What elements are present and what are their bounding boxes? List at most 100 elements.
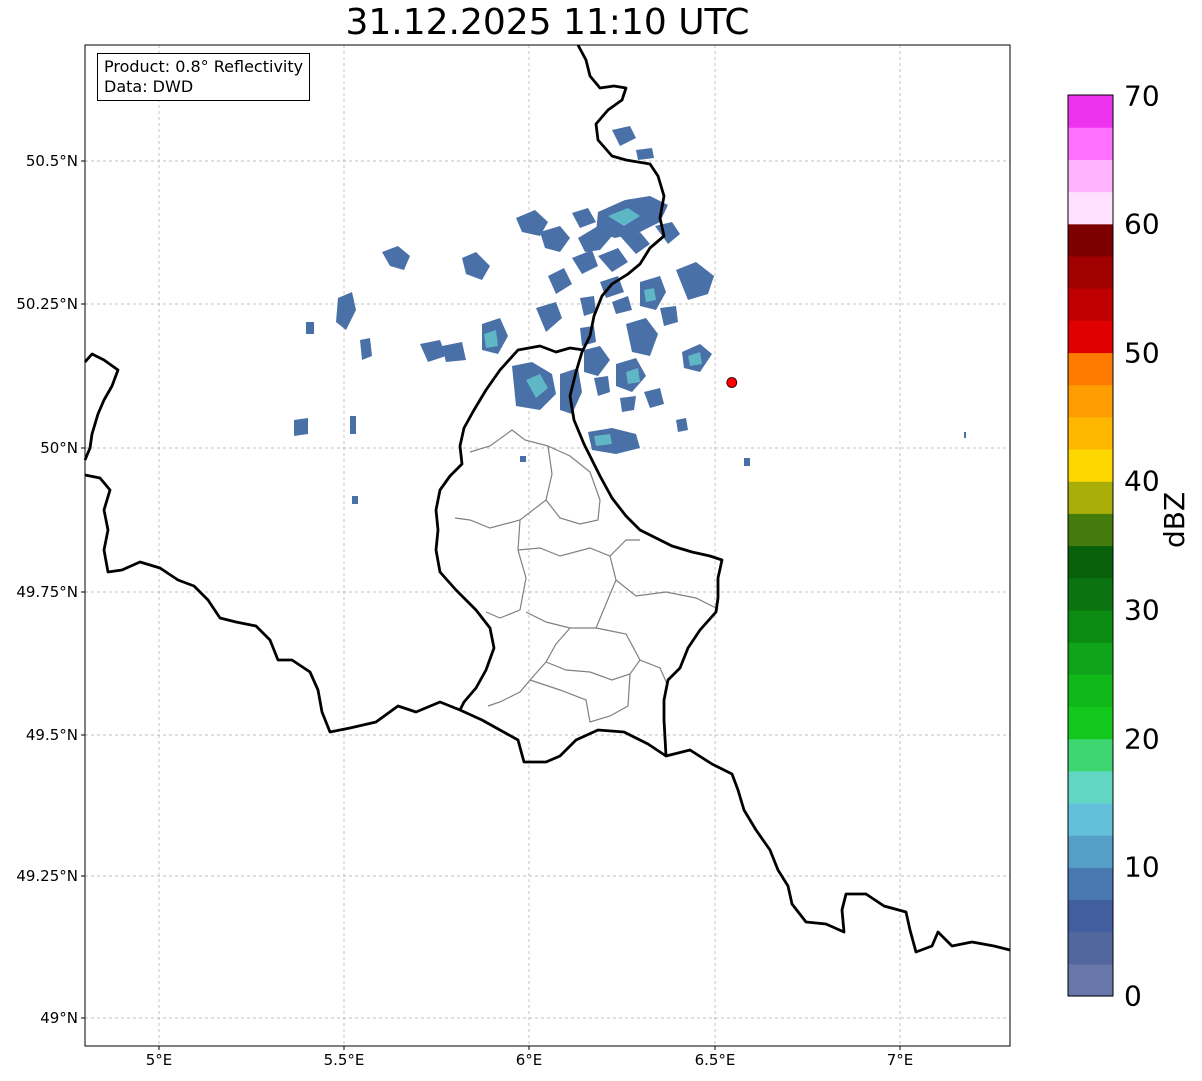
border-segment [84,473,1011,954]
echo-cell [516,210,548,236]
y-tick-label: 49.5°N [25,726,78,744]
echo-core [526,374,548,398]
colorbar-segment [1068,835,1113,868]
echo-cell [442,342,466,362]
echo-core [484,330,498,348]
echo-cell [676,262,714,300]
echo-cell [636,148,654,160]
gridlines [85,45,1010,1046]
colorbar-segment [1068,642,1113,675]
echo-core [688,352,702,366]
echo-core [626,368,640,384]
colorbar-segment [1068,255,1113,289]
colorbar-segment [1068,609,1113,643]
echo-cell [580,296,596,316]
canton-border [545,659,641,681]
colorbar-tick-label: 60 [1124,207,1160,241]
echo-cell [620,232,650,254]
echo-cell [382,246,410,270]
colorbar-segment [1068,738,1113,772]
product-label: Product: 0.8° Reflectivity [104,57,304,76]
x-tick-label: 5°E [145,1051,173,1069]
y-tick-label: 49°N [40,1009,78,1027]
colorbar-segment [1068,223,1113,257]
colorbar-segment [1068,931,1113,965]
colorbar-segment [1068,384,1113,418]
colorbar-segment [1068,320,1113,354]
colorbar [1068,95,1113,997]
echo-cell [588,428,640,454]
colorbar-tick-label: 20 [1124,722,1160,756]
echo-core [608,208,640,226]
echo-cell [420,340,446,362]
colorbar-frame [1067,94,1114,997]
echo-cell [540,226,570,252]
colorbar-segment [1068,95,1113,128]
country-borders [83,44,1011,954]
echo-core [594,434,612,446]
border-segment [434,344,585,711]
colorbar-segment [1068,481,1113,514]
canton-borders [454,429,717,723]
map-frame [84,44,1011,1047]
canton-border [517,539,640,557]
echo-cell [548,268,572,294]
colorbar-tick-label: 0 [1124,979,1142,1013]
colorbar-tick-label: 70 [1124,79,1160,113]
colorbar-tick-label: 40 [1124,464,1160,498]
canton-border [485,519,527,619]
echo-cell [306,322,314,334]
echo-cell [626,318,658,356]
echo-cell [584,346,610,376]
colorbar-segment [1068,416,1113,450]
info-box: Product: 0.8° Reflectivity Data: DWD [97,53,311,101]
echo-cell [612,126,636,146]
echo-core [644,288,656,302]
echo-cell [350,416,356,434]
echo-cell [744,458,750,466]
colorbar-tick-label: 30 [1124,593,1160,627]
colorbar-segment [1068,963,1113,997]
echo-cell [598,248,628,272]
colorbar-unit-label: dBZ [1158,491,1191,548]
echo-cell [360,338,372,360]
y-tick-label: 49.25°N [16,867,78,885]
echo-cell [660,306,678,326]
echo-cell [578,226,612,252]
colorbar-segment [1068,674,1113,707]
border-segment [83,352,120,461]
echo-cell [612,296,632,314]
x-tick-label: 7°E [886,1051,914,1069]
echo-cell [294,418,308,436]
border-segment [568,44,724,757]
colorbar-segment [1068,802,1113,836]
x-tick-label: 5.5°E [323,1051,365,1069]
echo-cell [336,292,356,330]
colorbar-segment [1068,448,1113,482]
colorbar-segment [1068,288,1113,321]
canton-border [545,445,601,525]
echo-cell [536,302,562,332]
colorbar-segment [1068,352,1113,386]
radar-site-marker[interactable] [726,377,738,388]
y-tick-label: 50.25°N [16,295,78,313]
echo-cell [520,456,526,462]
echo-cell [620,396,636,412]
colorbar-segment [1068,513,1113,547]
colorbar-segment [1068,899,1113,933]
data-source-label: Data: DWD [104,77,194,96]
map-frame-background [85,45,1010,1046]
colorbar-segment [1068,706,1113,740]
colorbar-segment [1068,867,1113,901]
colorbar-tick-label: 10 [1124,850,1160,884]
echo-cell [352,496,358,504]
echo-cell [676,418,688,432]
tick-marks [81,160,901,1050]
colorbar-tick-label: 50 [1124,336,1160,370]
radar-echoes [294,126,966,504]
echo-cell [572,250,598,274]
colorbar-segment [1068,770,1113,804]
y-tick-label: 50°N [40,439,78,457]
echo-cell [572,208,596,228]
